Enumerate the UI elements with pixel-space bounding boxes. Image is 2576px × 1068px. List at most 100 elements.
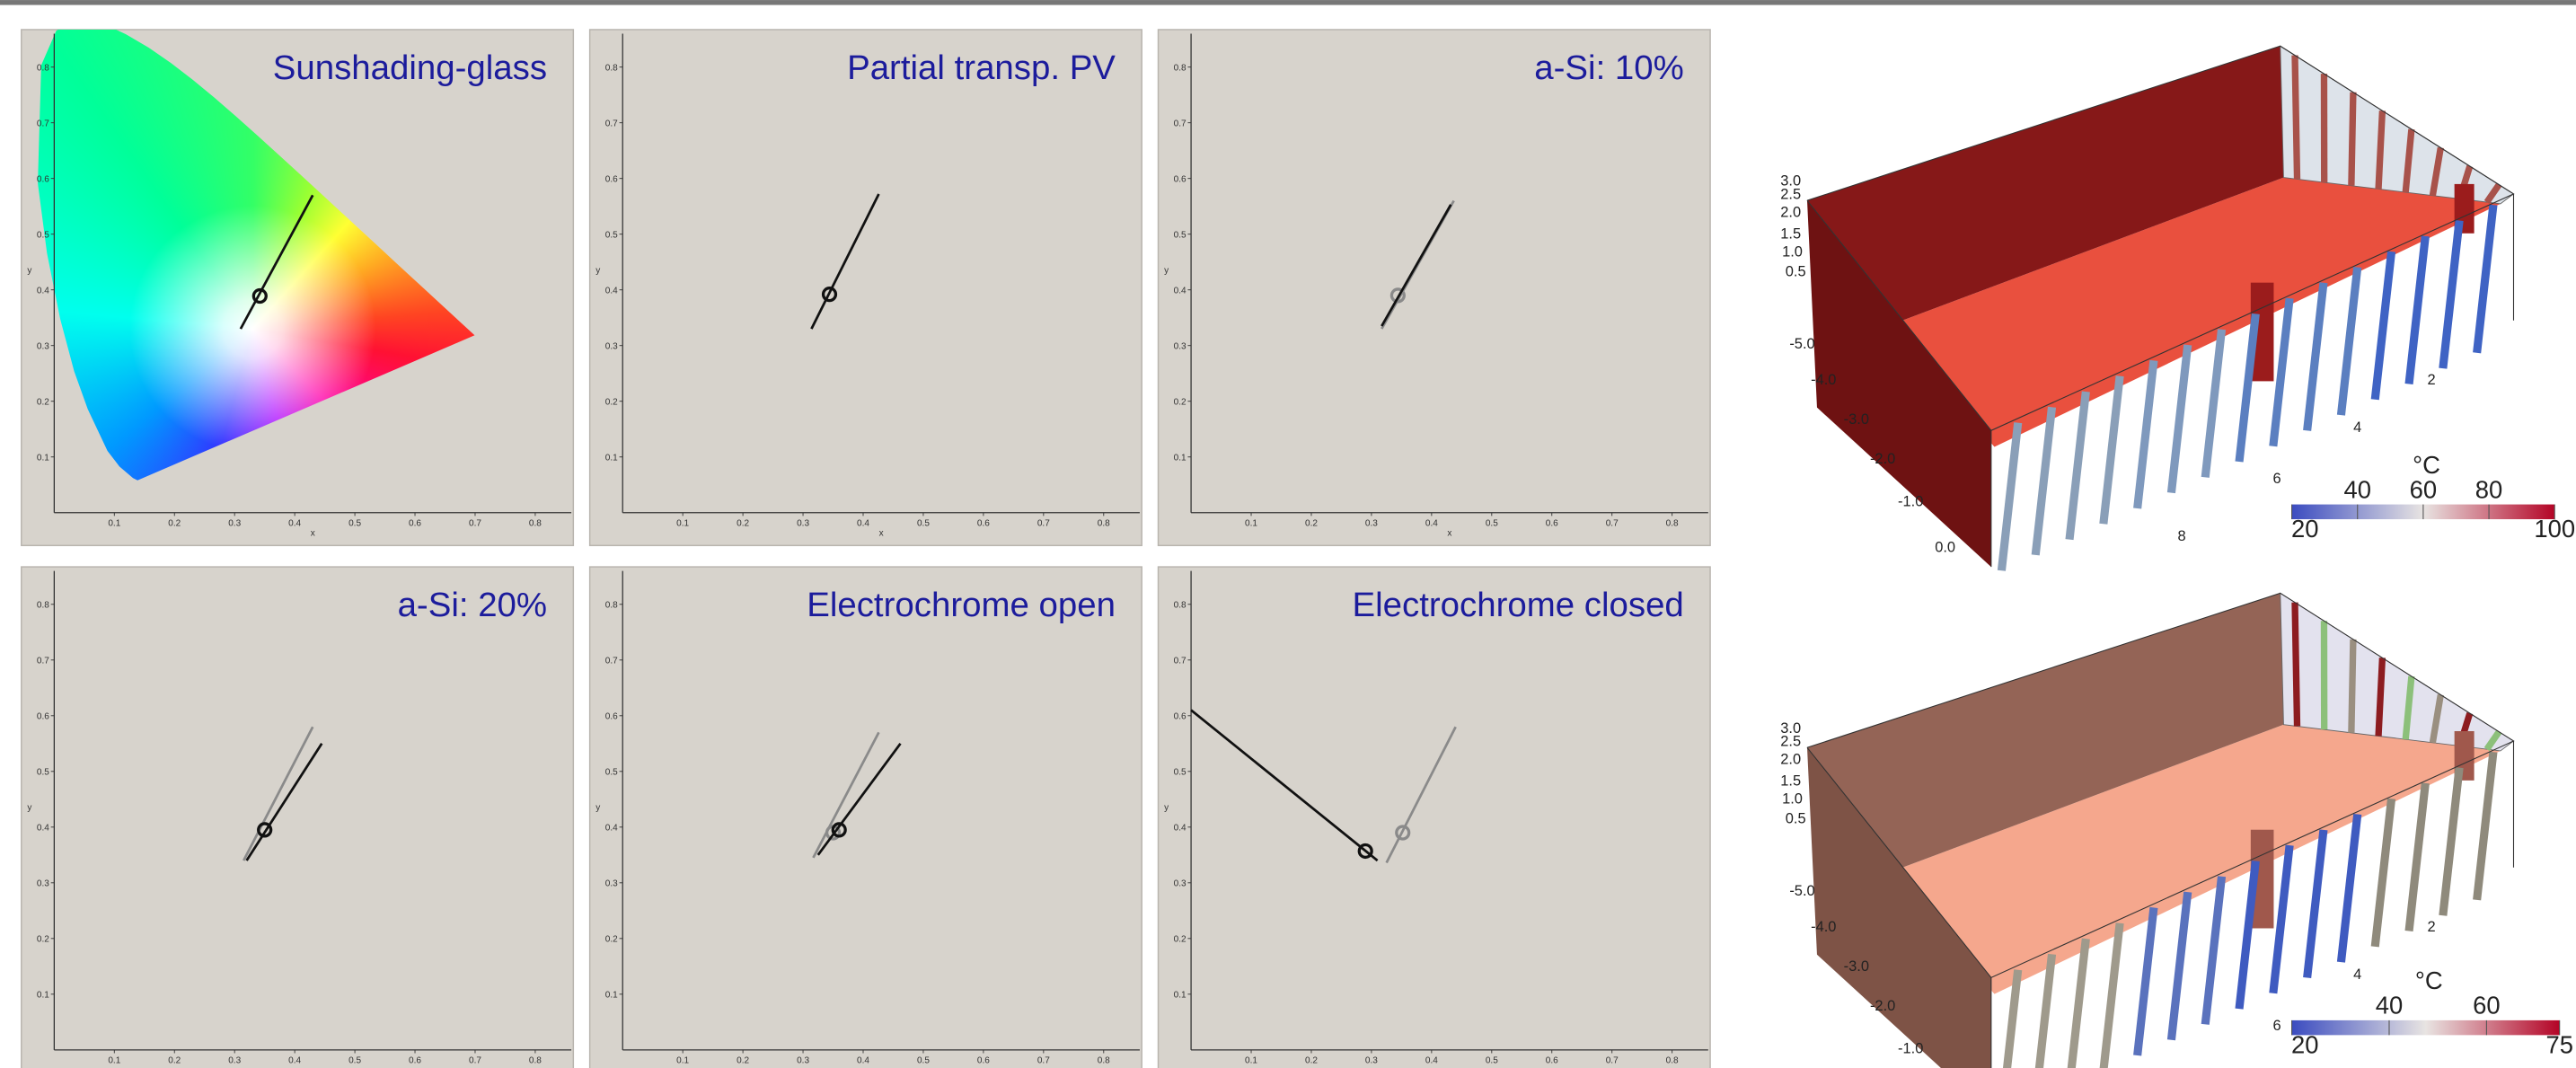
x-axis-label: x bbox=[1447, 528, 1451, 538]
y-axis-label: -4.0 bbox=[1811, 372, 1836, 388]
y-tick-label: 0.8 bbox=[605, 63, 618, 73]
y-tick-label: 0.3 bbox=[1174, 878, 1187, 888]
y-tick-label: 0.2 bbox=[605, 397, 618, 407]
right-wall-slat bbox=[2295, 56, 2298, 180]
x-tick-label: 0.4 bbox=[857, 1055, 869, 1065]
facade-bar bbox=[2035, 407, 2051, 555]
y-tick-label: 0.6 bbox=[37, 174, 49, 184]
facade-bar bbox=[2341, 815, 2357, 963]
colorbar-tick-label: 60 bbox=[2473, 992, 2501, 1019]
thermal-render: 3.02.52.01.51.00.5-5.0-4.0-3.0-2.0-1.00.… bbox=[1780, 593, 2573, 1068]
x-tick-label: 0.6 bbox=[977, 1055, 990, 1065]
x-tick-label: 0.7 bbox=[1037, 518, 1050, 528]
x-axis-label: 4 bbox=[2353, 966, 2361, 983]
x-tick-label: 0.2 bbox=[168, 518, 181, 528]
y-tick-label: 0.5 bbox=[605, 767, 618, 777]
colorbar-tick-label: 40 bbox=[2343, 475, 2371, 503]
facade-bar bbox=[2171, 892, 2187, 1040]
right-wall-slat bbox=[2378, 110, 2382, 189]
y-axis-label: y bbox=[595, 803, 600, 813]
x-axis-label: 6 bbox=[2273, 471, 2281, 487]
colorbar-tick-label: 40 bbox=[2376, 992, 2404, 1019]
x-axis-label: 8 bbox=[2177, 528, 2185, 544]
right-wall-slat bbox=[2378, 658, 2382, 736]
colorbar bbox=[2292, 1020, 2560, 1035]
panel-title: Electrochrome closed bbox=[1353, 586, 1684, 624]
y-tick-label: 0.6 bbox=[1174, 174, 1187, 184]
y-axis-label: -1.0 bbox=[1898, 1040, 1923, 1056]
x-axis-label: 2 bbox=[2427, 919, 2435, 935]
facade-bar bbox=[2375, 799, 2391, 947]
colorbar-tick-label: 20 bbox=[2291, 515, 2319, 543]
x-tick-label: 0.3 bbox=[797, 518, 809, 528]
facade-bar bbox=[2307, 283, 2324, 431]
x-axis-label: x bbox=[879, 528, 884, 538]
y-tick-label: 0.6 bbox=[605, 174, 618, 184]
page: { "panels": [ {"title": "Sunshading-glas… bbox=[0, 0, 2576, 1068]
x-tick-label: 0.8 bbox=[1098, 1055, 1110, 1065]
z-axis-label: 1.0 bbox=[1782, 243, 1803, 260]
x-tick-label: 0.2 bbox=[737, 1055, 749, 1065]
panel-background bbox=[22, 567, 574, 1068]
facade-bar bbox=[2409, 236, 2425, 384]
y-axis-label: y bbox=[27, 803, 31, 813]
x-tick-label: 0.3 bbox=[1365, 1055, 1378, 1065]
z-axis-label: 2.0 bbox=[1780, 204, 1801, 220]
facade-bar bbox=[2273, 845, 2289, 993]
y-tick-label: 0.2 bbox=[605, 934, 618, 944]
x-tick-label: 0.4 bbox=[1425, 518, 1438, 528]
panel-background bbox=[590, 567, 1142, 1068]
y-tick-label: 0.4 bbox=[1174, 286, 1187, 296]
y-tick-label: 0.2 bbox=[37, 934, 49, 944]
y-tick-label: 0.7 bbox=[1174, 656, 1187, 666]
y-tick-label: 0.2 bbox=[1174, 397, 1187, 407]
panel-background bbox=[1159, 30, 1711, 545]
right-wall-slat bbox=[2351, 93, 2353, 186]
x-tick-label: 0.5 bbox=[1486, 1055, 1498, 1065]
x-tick-label: 0.2 bbox=[1305, 518, 1318, 528]
y-tick-label: 0.5 bbox=[1174, 230, 1187, 240]
x-axis-label: 2 bbox=[2427, 372, 2435, 388]
z-axis-label: 2.5 bbox=[1780, 733, 1801, 749]
facade-bar bbox=[2273, 298, 2289, 446]
y-axis-label: -2.0 bbox=[1870, 451, 1895, 467]
y-tick-label: 0.7 bbox=[605, 656, 618, 666]
y-tick-label: 0.3 bbox=[1174, 341, 1187, 351]
x-tick-label: 0.2 bbox=[1305, 1055, 1318, 1065]
facade-bar bbox=[2171, 345, 2187, 493]
panel-background bbox=[590, 30, 1142, 545]
y-tick-label: 0.1 bbox=[37, 990, 49, 1000]
y-tick-label: 0.4 bbox=[605, 823, 618, 833]
facade-bar bbox=[2239, 861, 2255, 1009]
x-tick-label: 0.3 bbox=[228, 1055, 241, 1065]
x-axis-label: x bbox=[311, 528, 315, 538]
x-tick-label: 0.6 bbox=[1546, 518, 1558, 528]
x-tick-label: 0.1 bbox=[1245, 1055, 1257, 1065]
x-tick-label: 0.8 bbox=[1666, 1055, 1679, 1065]
chromaticity-panel: 0.10.20.30.40.50.60.70.80.10.20.30.40.50… bbox=[590, 567, 1142, 1068]
y-axis-label: -3.0 bbox=[1844, 958, 1869, 975]
x-axis-label: 4 bbox=[2353, 419, 2361, 436]
y-tick-label: 0.8 bbox=[1174, 63, 1187, 73]
x-tick-label: 0.4 bbox=[288, 518, 301, 528]
x-tick-label: 0.5 bbox=[348, 1055, 361, 1065]
x-tick-label: 0.7 bbox=[1037, 1055, 1050, 1065]
facade-bar bbox=[2069, 392, 2086, 540]
y-axis-label: y bbox=[1164, 803, 1169, 813]
y-tick-label: 0.8 bbox=[605, 600, 618, 610]
facade-bar bbox=[2069, 939, 2086, 1068]
z-axis-label: 2.5 bbox=[1780, 186, 1801, 202]
x-tick-label: 0.7 bbox=[1606, 1055, 1619, 1065]
x-tick-label: 0.3 bbox=[1365, 518, 1378, 528]
y-tick-label: 0.5 bbox=[37, 230, 49, 240]
y-tick-label: 0.2 bbox=[37, 397, 49, 407]
y-tick-label: 0.8 bbox=[1174, 600, 1187, 610]
y-tick-label: 0.4 bbox=[1174, 823, 1187, 833]
right-wall-slat bbox=[2351, 640, 2353, 733]
y-axis-label: y bbox=[1164, 266, 1169, 276]
right-wall-slat bbox=[2295, 603, 2298, 727]
x-tick-label: 0.3 bbox=[797, 1055, 809, 1065]
x-tick-label: 0.1 bbox=[1245, 518, 1257, 528]
x-tick-label: 0.1 bbox=[676, 1055, 689, 1065]
colorbar-tick-label: 20 bbox=[2291, 1030, 2319, 1058]
